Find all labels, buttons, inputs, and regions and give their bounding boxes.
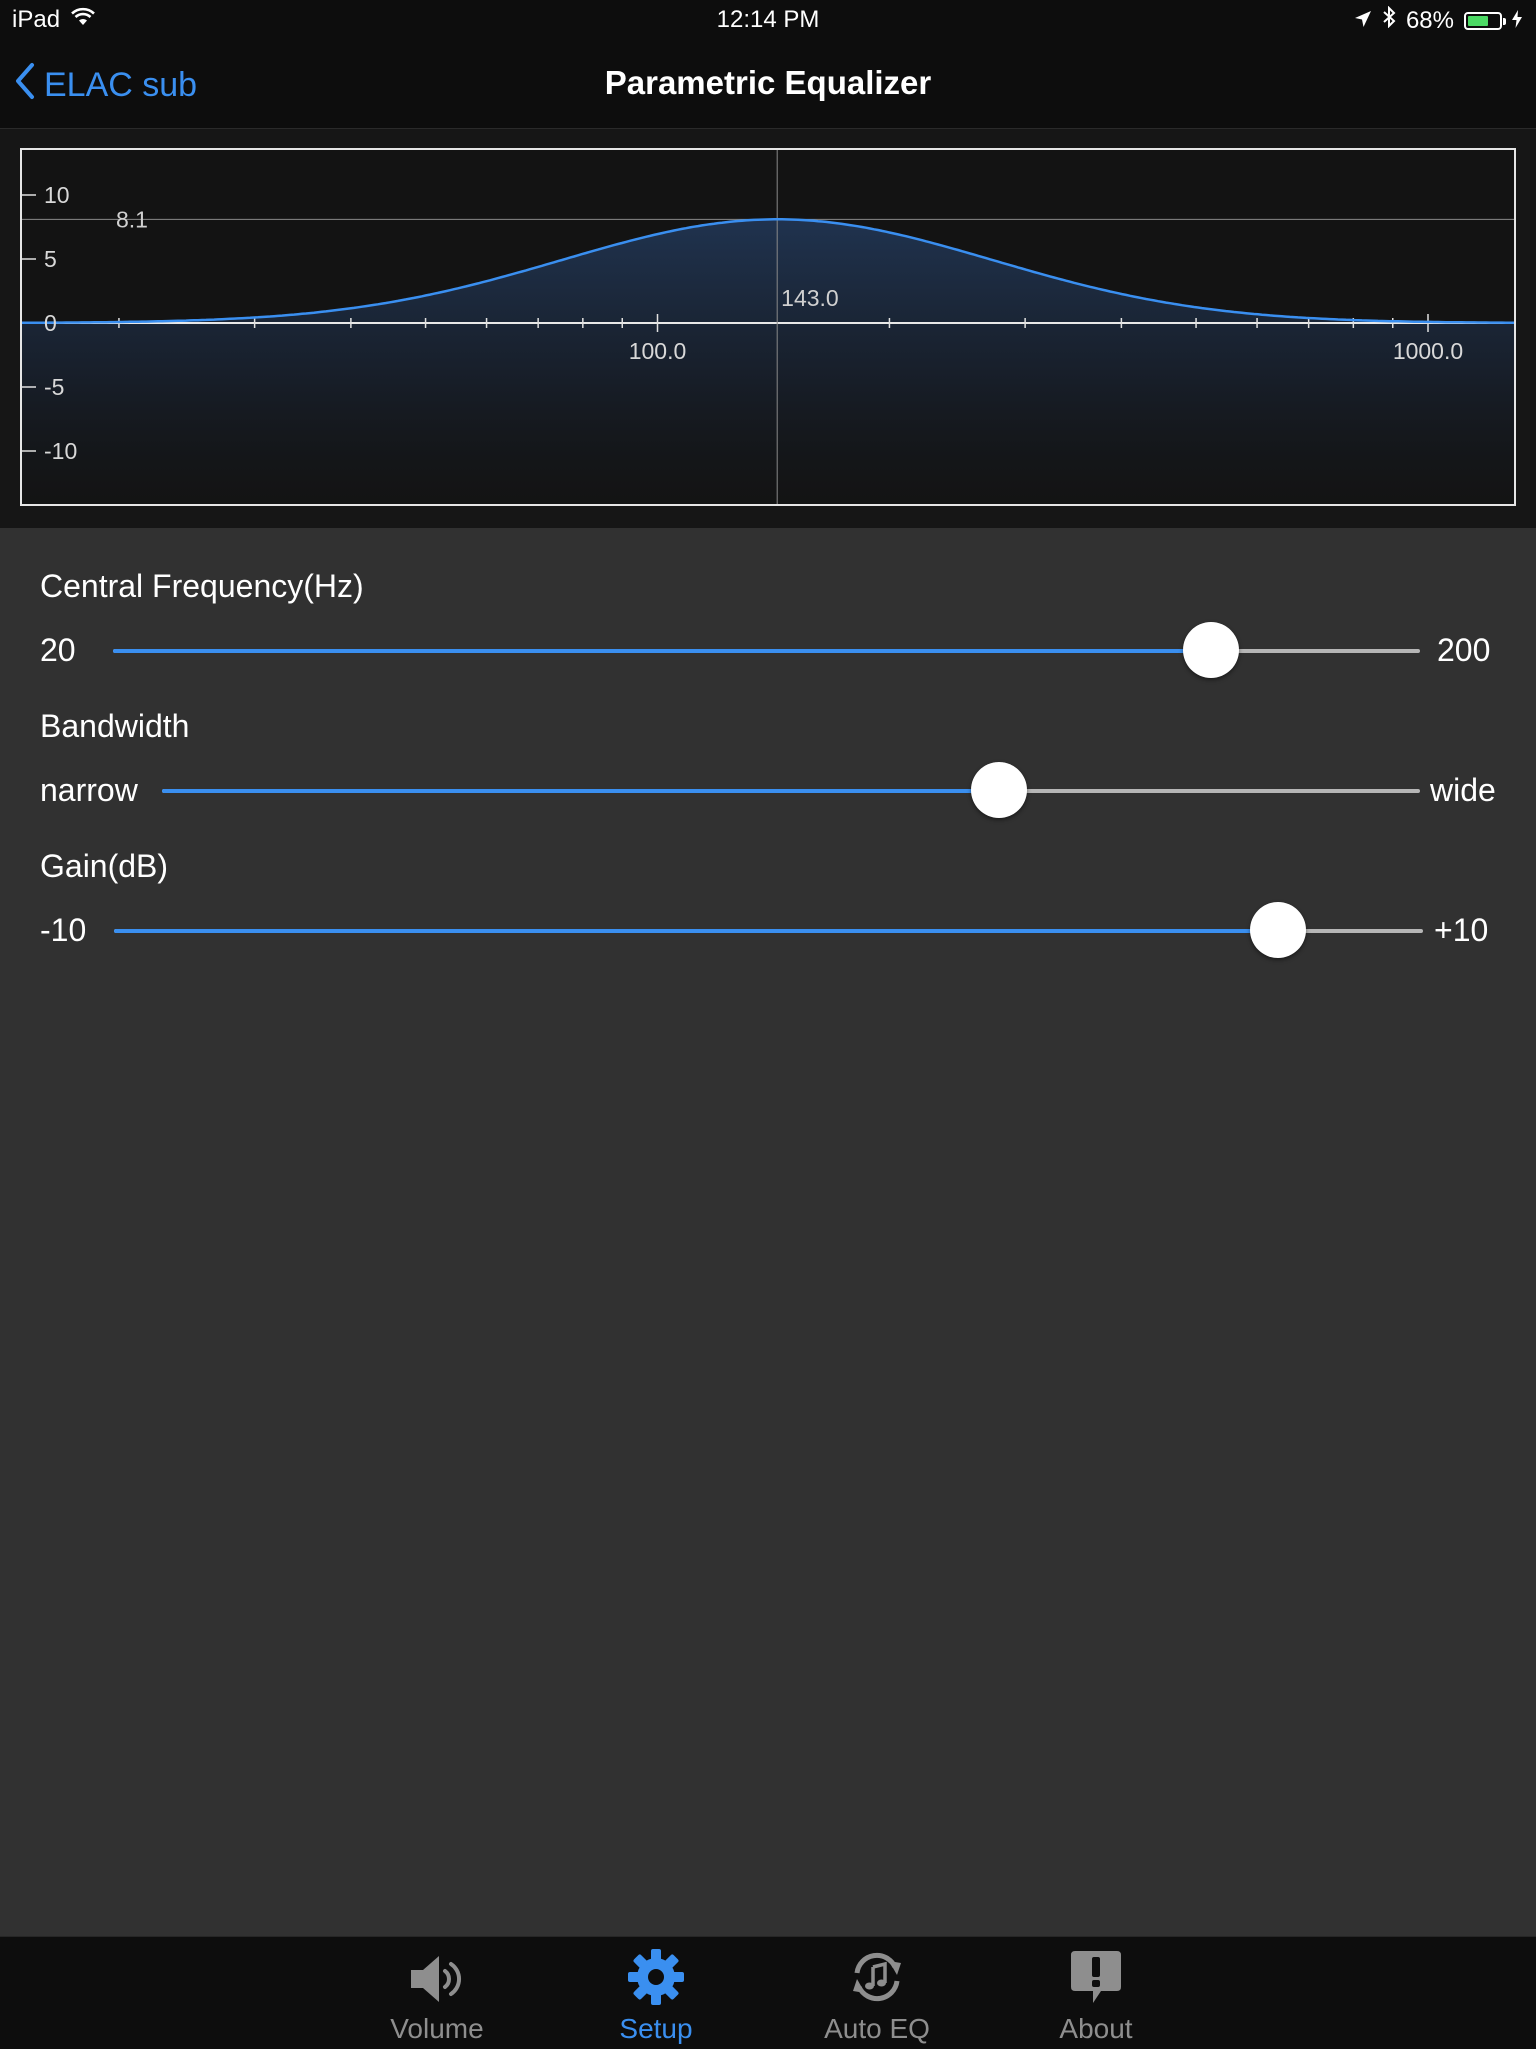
tab-auto-eq[interactable]: Auto EQ: [787, 1947, 967, 2045]
tab-volume[interactable]: Volume: [347, 1947, 527, 2045]
y-tick-label: -10: [44, 438, 77, 464]
bandwidth-slider-thumb[interactable]: [970, 762, 1027, 818]
tab-about[interactable]: About: [1006, 1947, 1186, 2045]
eq-graph-svg: 10 5 0 -5 -10 100.0 1000.0 8.1 143.0: [22, 150, 1514, 504]
frequency-slider[interactable]: [113, 622, 1420, 678]
y-tick-label: 5: [44, 246, 57, 272]
status-time: 12:14 PM: [716, 6, 820, 33]
bluetooth-icon: [1382, 5, 1396, 35]
back-button-label: ELAC sub: [44, 66, 198, 104]
y-tick-label: 10: [44, 182, 70, 208]
device-name: iPad: [12, 6, 61, 33]
eq-graph-panel: 10 5 0 -5 -10 100.0 1000.0 8.1 143.0: [0, 129, 1536, 528]
gain-slider[interactable]: [114, 902, 1423, 958]
frequency-slider-fill: [113, 649, 1211, 653]
bandwidth-slider-fill: [162, 789, 999, 793]
y-tick-label: -5: [44, 374, 64, 400]
status-bar: iPad 12:14 PM 68%: [0, 0, 1536, 40]
eq-graph[interactable]: 10 5 0 -5 -10 100.0 1000.0 8.1 143.0: [20, 148, 1516, 506]
tab-about-label: About: [1059, 2013, 1133, 2044]
battery-percent: 68%: [1405, 6, 1454, 34]
charging-bolt-icon: [1512, 7, 1522, 35]
status-left: iPad: [12, 6, 96, 34]
bandwidth-max-label: wide: [1430, 772, 1496, 808]
tab-volume-label: Volume: [390, 2013, 484, 2044]
location-arrow-icon: [1354, 7, 1372, 35]
gain-max-label: +10: [1434, 912, 1489, 948]
gain-slider-fill: [114, 929, 1278, 933]
gear-icon: [566, 1947, 746, 2007]
frequency-label: Central Frequency(Hz): [40, 568, 364, 604]
gain-label: Gain(dB): [40, 848, 169, 884]
peak-gain-label: 8.1: [116, 206, 148, 232]
battery-icon: [1464, 11, 1506, 30]
page-title: Parametric Equalizer: [604, 64, 932, 101]
tab-bar: Volume Setup: [0, 1936, 1536, 2049]
x-tick-label: 1000.0: [1393, 338, 1463, 364]
bandwidth-min-label: narrow: [40, 772, 138, 808]
navigation-bar: ELAC sub Parametric Equalizer: [0, 40, 1536, 129]
tab-auto-eq-label: Auto EQ: [824, 2013, 930, 2044]
speaker-icon: [347, 1947, 527, 2007]
chevron-left-icon: [14, 62, 36, 109]
back-button[interactable]: ELAC sub: [14, 62, 197, 109]
gain-min-label: -10: [40, 912, 87, 948]
eq-curve-fill: [22, 219, 1514, 504]
bandwidth-slider[interactable]: [162, 762, 1420, 818]
y-tick-label: 0: [44, 310, 57, 336]
frequency-min-label: 20: [40, 632, 76, 668]
tab-setup-label: Setup: [619, 2013, 693, 2044]
status-right: 68%: [1354, 5, 1522, 35]
about-icon: [1006, 1947, 1186, 2007]
tab-setup[interactable]: Setup: [566, 1947, 746, 2045]
frequency-max-label: 200: [1437, 632, 1491, 668]
gain-slider-thumb[interactable]: [1249, 902, 1306, 958]
x-tick-label: 100.0: [629, 338, 687, 364]
eq-curve-line: [22, 218, 1514, 325]
frequency-slider-thumb[interactable]: [1182, 622, 1239, 678]
center-frequency-label: 143.0: [781, 285, 839, 311]
bandwidth-label: Bandwidth: [40, 708, 190, 744]
wifi-icon: [70, 6, 96, 34]
auto-eq-icon: [787, 1947, 967, 2007]
